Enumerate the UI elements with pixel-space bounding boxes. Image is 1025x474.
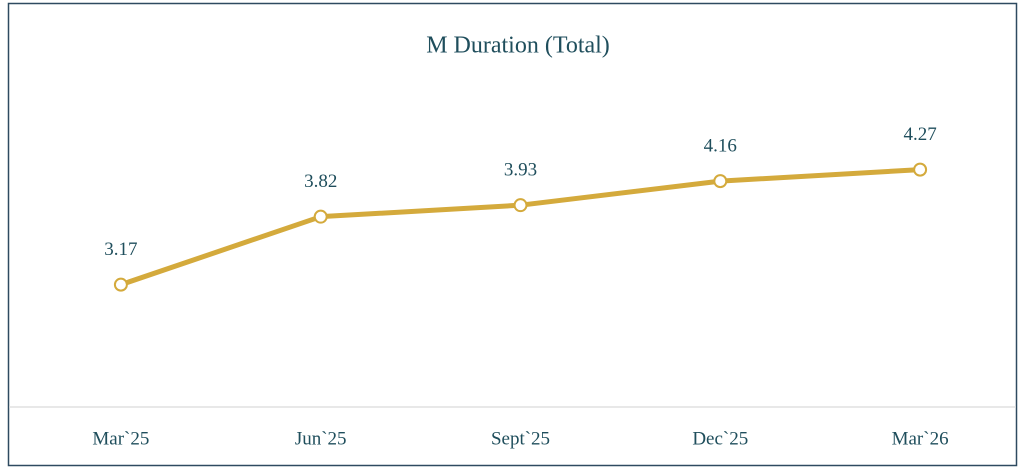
x-tick-label: Dec`25: [692, 428, 748, 449]
marker: [113, 277, 128, 292]
x-tick-label: Mar`26: [892, 428, 949, 449]
marker: [913, 162, 928, 177]
data-label: 4.16: [704, 135, 737, 156]
data-label: 3.17: [104, 239, 137, 260]
data-label: 3.82: [304, 171, 337, 192]
marker: [713, 174, 728, 189]
chart-title: M Duration (Total): [426, 33, 610, 59]
x-tick-label: Jun`25: [295, 428, 347, 449]
chart-frame: [7, 2, 1018, 467]
data-label: 4.27: [903, 124, 936, 145]
data-label: 3.93: [504, 160, 537, 181]
x-tick-label: Mar`25: [92, 428, 149, 449]
x-tick-label: Sept`25: [491, 428, 550, 449]
marker: [513, 198, 528, 213]
marker: [313, 209, 328, 224]
